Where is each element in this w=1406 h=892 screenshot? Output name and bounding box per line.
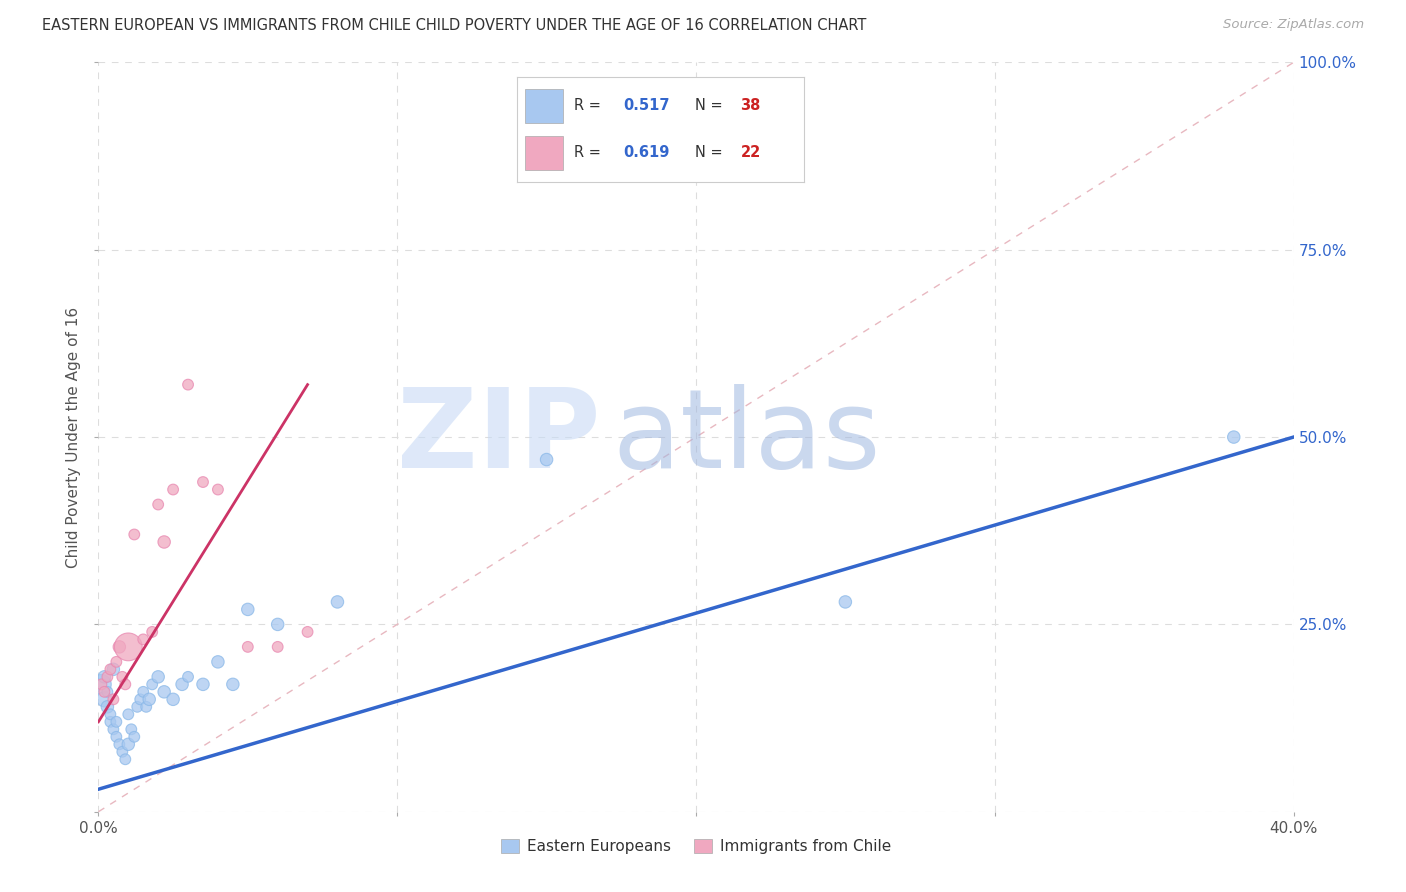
Point bbox=[177, 670, 200, 684]
Point bbox=[191, 475, 214, 489]
Point bbox=[141, 677, 163, 691]
Point bbox=[117, 640, 139, 654]
Point bbox=[114, 752, 136, 766]
Point bbox=[117, 737, 139, 751]
Point bbox=[162, 483, 184, 497]
Text: atlas: atlas bbox=[613, 384, 880, 491]
Y-axis label: Child Poverty Under the Age of 16: Child Poverty Under the Age of 16 bbox=[66, 307, 82, 567]
Point bbox=[148, 670, 170, 684]
Point bbox=[141, 624, 163, 639]
Point bbox=[108, 737, 131, 751]
Point bbox=[124, 527, 146, 541]
Point bbox=[93, 670, 115, 684]
Point bbox=[326, 595, 349, 609]
Point bbox=[90, 677, 112, 691]
Point bbox=[834, 595, 856, 609]
Point bbox=[153, 685, 176, 699]
Point bbox=[162, 692, 184, 706]
Point bbox=[93, 685, 115, 699]
Point bbox=[177, 377, 200, 392]
Point bbox=[96, 685, 118, 699]
Point bbox=[105, 730, 128, 744]
Point bbox=[108, 640, 131, 654]
Point bbox=[135, 699, 157, 714]
Point bbox=[93, 692, 115, 706]
Point bbox=[1223, 430, 1246, 444]
Point bbox=[111, 670, 134, 684]
Point bbox=[132, 685, 155, 699]
Point bbox=[98, 662, 122, 676]
Point bbox=[127, 699, 149, 714]
Point bbox=[105, 655, 128, 669]
Point bbox=[267, 617, 290, 632]
Text: Source: ZipAtlas.com: Source: ZipAtlas.com bbox=[1223, 18, 1364, 31]
Point bbox=[96, 699, 118, 714]
Point bbox=[98, 714, 122, 729]
Point bbox=[191, 677, 214, 691]
Point bbox=[222, 677, 245, 691]
Point bbox=[98, 707, 122, 722]
Point bbox=[103, 662, 125, 676]
Point bbox=[129, 692, 152, 706]
Point bbox=[236, 602, 259, 616]
Text: EASTERN EUROPEAN VS IMMIGRANTS FROM CHILE CHILD POVERTY UNDER THE AGE OF 16 CORR: EASTERN EUROPEAN VS IMMIGRANTS FROM CHIL… bbox=[42, 18, 866, 33]
Point bbox=[207, 483, 229, 497]
Point bbox=[138, 692, 160, 706]
Point bbox=[124, 730, 146, 744]
Point bbox=[114, 677, 136, 691]
Point bbox=[236, 640, 259, 654]
Point bbox=[111, 745, 134, 759]
Point bbox=[153, 535, 176, 549]
Point bbox=[105, 714, 128, 729]
Point bbox=[132, 632, 155, 647]
Point bbox=[148, 498, 170, 512]
Point bbox=[103, 723, 125, 737]
Point bbox=[117, 707, 139, 722]
Point bbox=[536, 452, 558, 467]
Point bbox=[120, 723, 142, 737]
Point bbox=[207, 655, 229, 669]
Point bbox=[96, 670, 118, 684]
Text: ZIP: ZIP bbox=[396, 384, 600, 491]
Point bbox=[103, 692, 125, 706]
Legend: Eastern Europeans, Immigrants from Chile: Eastern Europeans, Immigrants from Chile bbox=[495, 833, 897, 860]
Point bbox=[267, 640, 290, 654]
Point bbox=[90, 677, 112, 691]
Point bbox=[297, 624, 319, 639]
Point bbox=[172, 677, 194, 691]
